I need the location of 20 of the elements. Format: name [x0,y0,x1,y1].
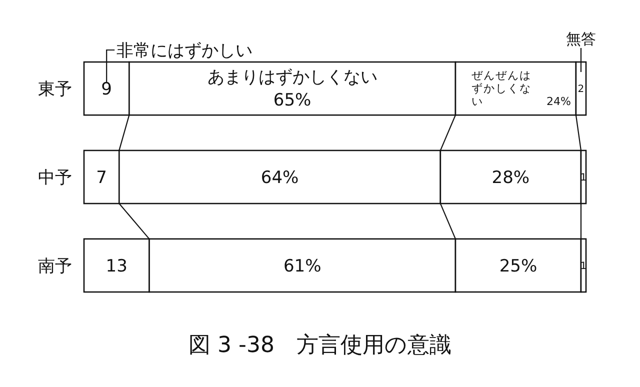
data-label: 2 [578,84,584,96]
y-tick-label: 東予 [38,80,72,100]
data-label: 1 [580,172,587,184]
series-label: 無答 [566,30,596,48]
data-label: 7 [96,168,107,188]
data-label: 64% [260,168,299,188]
y-tick-label: 中予 [38,168,72,188]
series-label: あまりはずかしくない [207,68,378,88]
text: 図 3 -38 方言使用の意識 [188,333,452,358]
data-label: 28% [492,168,530,188]
series-label: ぜんぜんはずかしくない [471,69,532,108]
data-label: 1 [580,260,587,272]
y-tick-label: 南予 [38,256,72,276]
data-label: 9 [101,79,112,100]
data-label: 65% [273,90,312,111]
data-label: 61% [283,256,322,276]
series-label: 非常にはずかしい [116,41,253,61]
data-label: 24% [546,95,571,108]
data-label: 25% [499,256,538,276]
data-label: 13 [106,256,128,276]
